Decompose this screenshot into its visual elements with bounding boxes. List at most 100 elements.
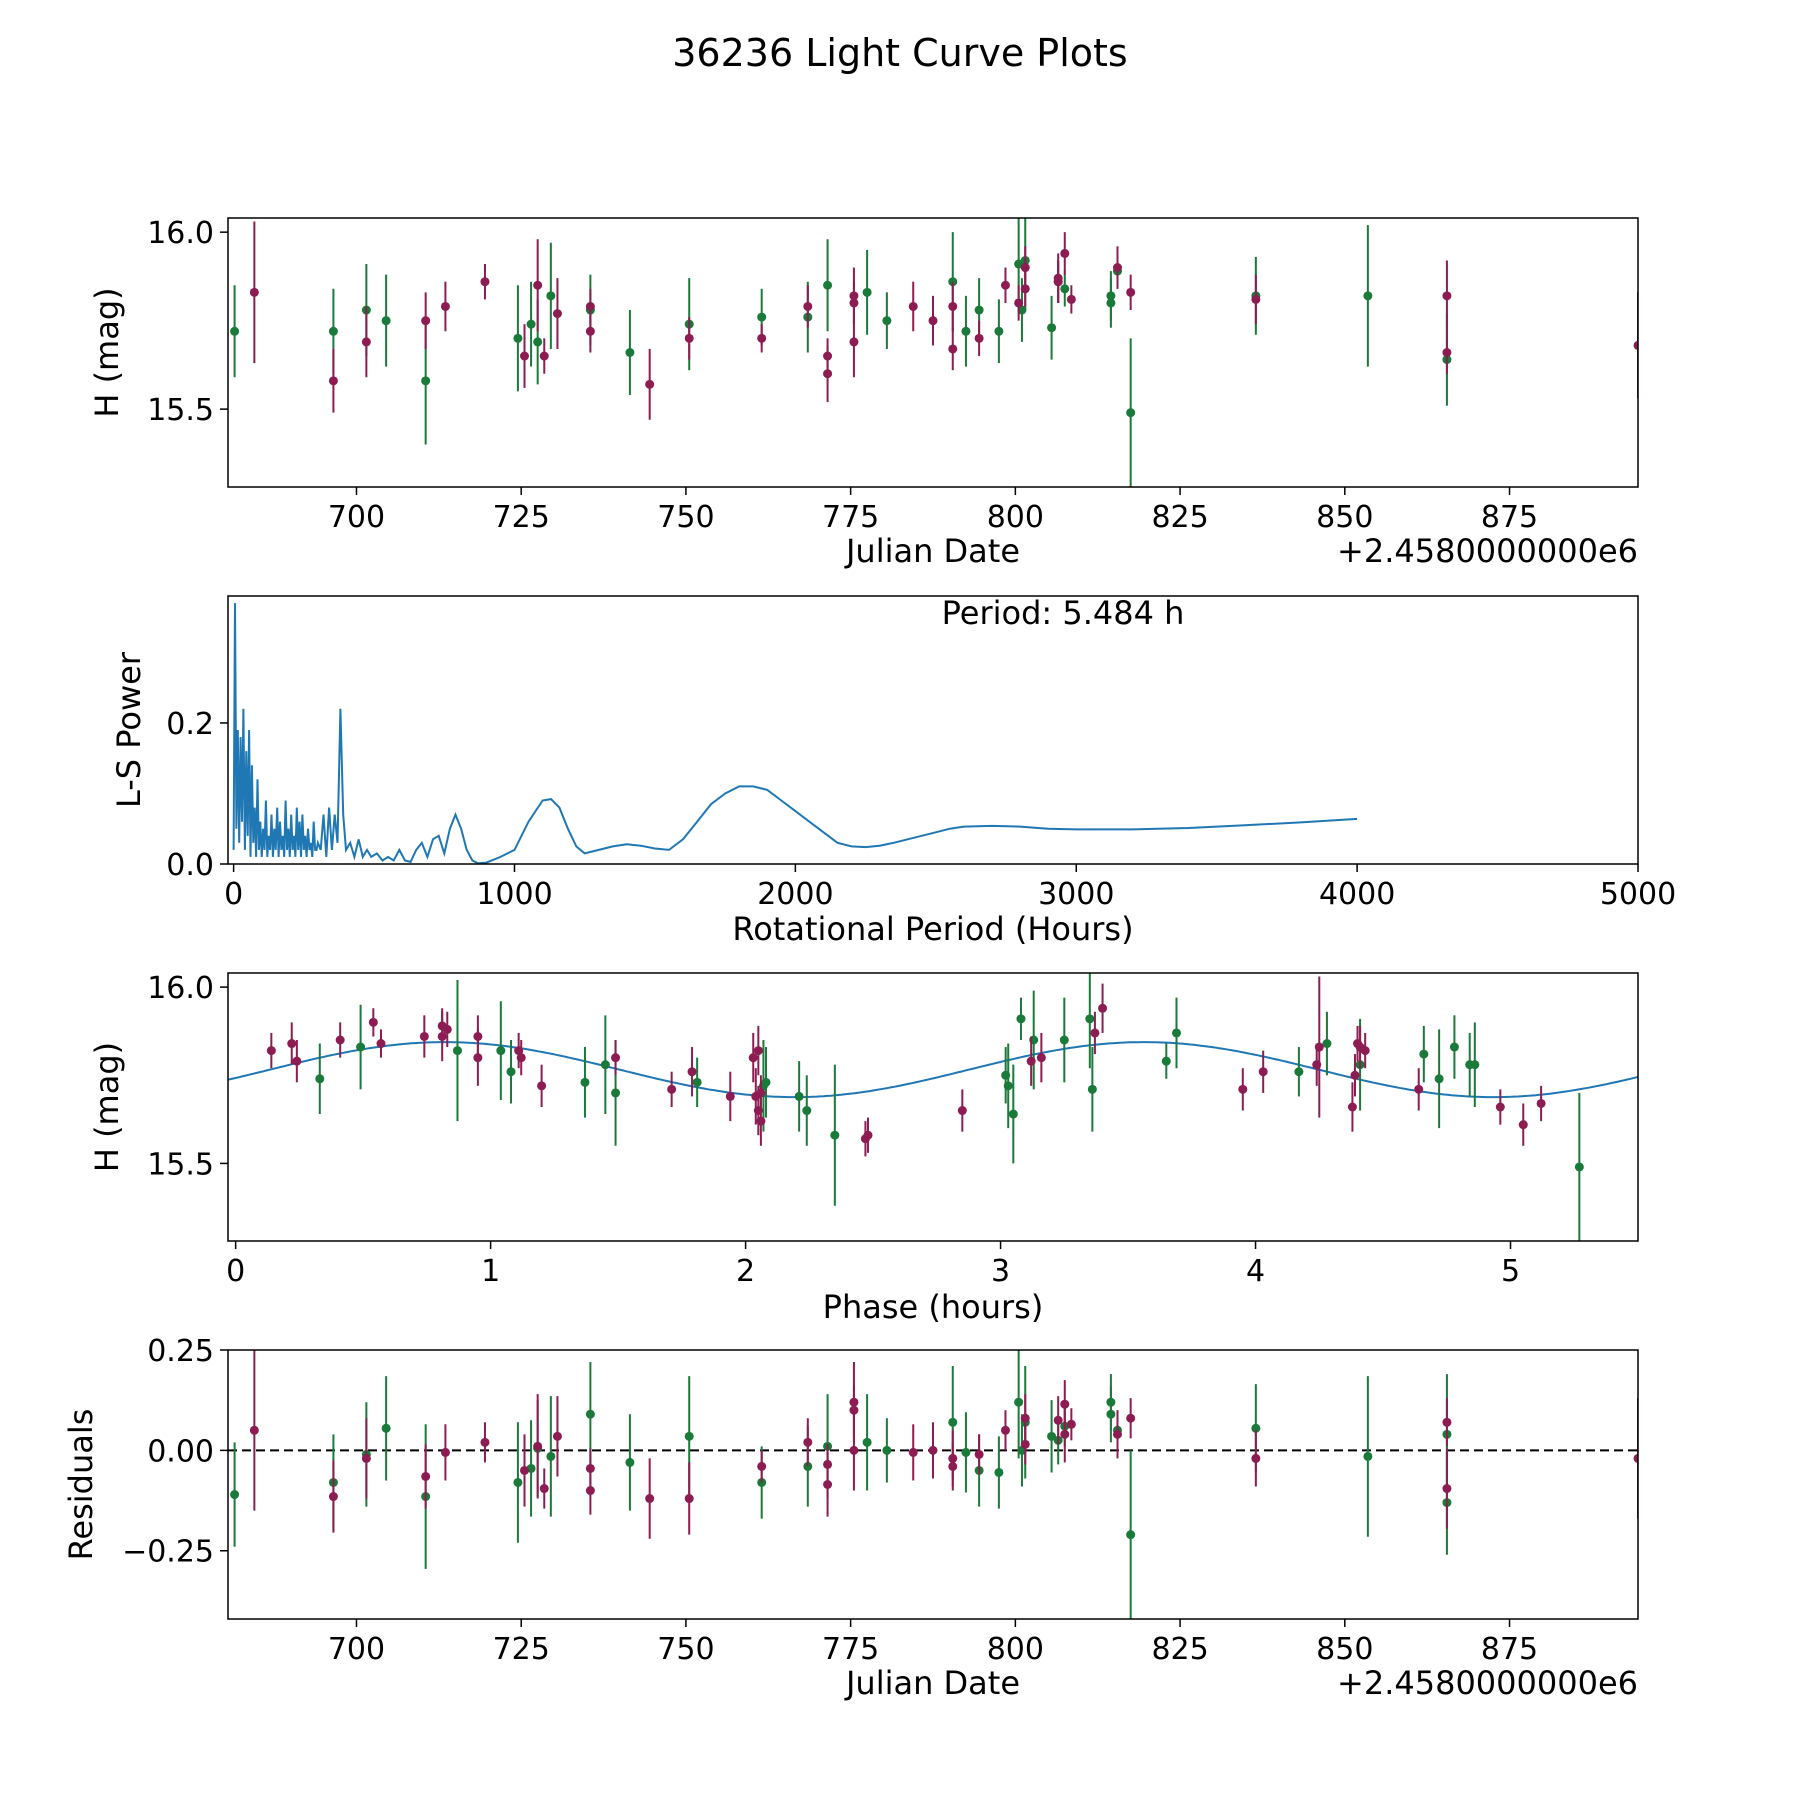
data-point — [1442, 1448, 1452, 1529]
data-point — [692, 1057, 702, 1107]
data-marker — [1442, 291, 1452, 301]
x-tick-label: 0 — [226, 1254, 245, 1289]
y-tick-label: 0.00 — [147, 1434, 214, 1469]
data-point — [974, 320, 984, 357]
data-point — [1414, 1068, 1424, 1111]
data-point — [266, 1032, 276, 1069]
data-point — [230, 1442, 240, 1547]
data-point — [1000, 1410, 1010, 1451]
data-point — [794, 1061, 804, 1132]
x-tick-label: 700 — [328, 500, 385, 535]
data-point — [335, 1022, 345, 1058]
data-marker — [480, 277, 490, 287]
data-marker — [1020, 1413, 1030, 1423]
data-point — [1442, 331, 1452, 374]
y-tick-label: 0.0 — [166, 848, 214, 883]
data-marker — [645, 1494, 655, 1504]
data-marker — [849, 337, 859, 347]
data-point — [1360, 1032, 1370, 1069]
data-marker — [1574, 1162, 1584, 1172]
data-point — [1020, 246, 1030, 289]
data-point — [1322, 1011, 1332, 1076]
data-marker — [974, 305, 984, 315]
x-axis-label: Julian Date — [844, 532, 1020, 570]
data-marker — [1020, 1439, 1030, 1449]
data-marker — [292, 1056, 302, 1066]
data-marker — [516, 1053, 526, 1063]
data-marker — [585, 1463, 595, 1473]
data-point — [368, 1008, 378, 1037]
data-marker — [1314, 1042, 1324, 1052]
data-marker — [1495, 1102, 1505, 1112]
data-marker — [753, 1046, 763, 1056]
data-point — [361, 306, 371, 378]
data-marker — [1434, 1074, 1444, 1084]
data-marker — [1036, 1053, 1046, 1063]
data-marker — [611, 1088, 621, 1098]
data-point — [1518, 1103, 1528, 1146]
data-point — [506, 1040, 516, 1104]
data-point — [928, 1422, 938, 1479]
data-marker — [849, 1397, 859, 1407]
data-marker — [1053, 273, 1063, 283]
data-point — [684, 317, 694, 360]
data-marker — [756, 1116, 766, 1126]
data-marker — [1258, 1067, 1268, 1077]
y-axis-label: H (mag) — [88, 287, 126, 417]
data-marker — [452, 1046, 462, 1056]
data-marker — [1126, 1530, 1136, 1540]
data-point — [1090, 1011, 1100, 1055]
data-point — [645, 348, 655, 420]
data-marker — [823, 351, 833, 361]
data-marker — [419, 1031, 429, 1041]
data-point — [862, 1394, 872, 1491]
data-marker — [1238, 1084, 1248, 1094]
data-marker — [1251, 294, 1261, 304]
data-marker — [948, 1417, 958, 1427]
data-marker — [513, 333, 523, 343]
data-point — [480, 1422, 490, 1463]
x-tick-label: 875 — [1481, 500, 1538, 535]
data-marker — [440, 301, 450, 311]
data-point — [526, 281, 536, 367]
data-point — [496, 1001, 506, 1100]
y-tick-label: 15.5 — [147, 393, 214, 428]
data-marker — [230, 1490, 240, 1500]
data-marker — [625, 1457, 635, 1467]
data-point — [546, 242, 556, 349]
data-point — [757, 1450, 767, 1483]
data-marker — [1171, 1028, 1181, 1038]
data-point — [994, 299, 1004, 364]
data-point — [419, 1015, 429, 1058]
data-marker — [580, 1077, 590, 1087]
series-magenta — [249, 1350, 1638, 1539]
data-marker — [328, 376, 338, 386]
data-marker — [526, 319, 536, 329]
data-marker — [684, 1431, 694, 1441]
data-point — [1419, 1025, 1429, 1083]
data-point — [1112, 246, 1122, 289]
y-axis-label: Residuals — [62, 1409, 100, 1561]
data-marker — [473, 1053, 483, 1063]
data-point — [823, 239, 833, 332]
data-marker — [974, 1449, 984, 1459]
data-point — [1016, 997, 1026, 1040]
plot-area — [228, 973, 1638, 1241]
data-marker — [1126, 408, 1136, 418]
data-marker — [863, 1130, 873, 1140]
data-marker — [1294, 1067, 1304, 1077]
data-point — [1003, 1043, 1013, 1129]
plot-area — [228, 1350, 1638, 1619]
data-point — [1314, 976, 1324, 1118]
data-marker — [823, 1459, 833, 1469]
data-point — [1014, 1350, 1024, 1459]
data-point — [1238, 1068, 1248, 1111]
x-tick-label: 725 — [493, 500, 550, 535]
data-marker — [1112, 1429, 1122, 1439]
data-marker — [862, 1437, 872, 1447]
series-green — [230, 218, 1452, 487]
data-marker — [928, 316, 938, 326]
x-tick-label: 875 — [1481, 1632, 1538, 1667]
data-marker — [249, 287, 259, 297]
x-tick-label: 4 — [1246, 1254, 1265, 1289]
